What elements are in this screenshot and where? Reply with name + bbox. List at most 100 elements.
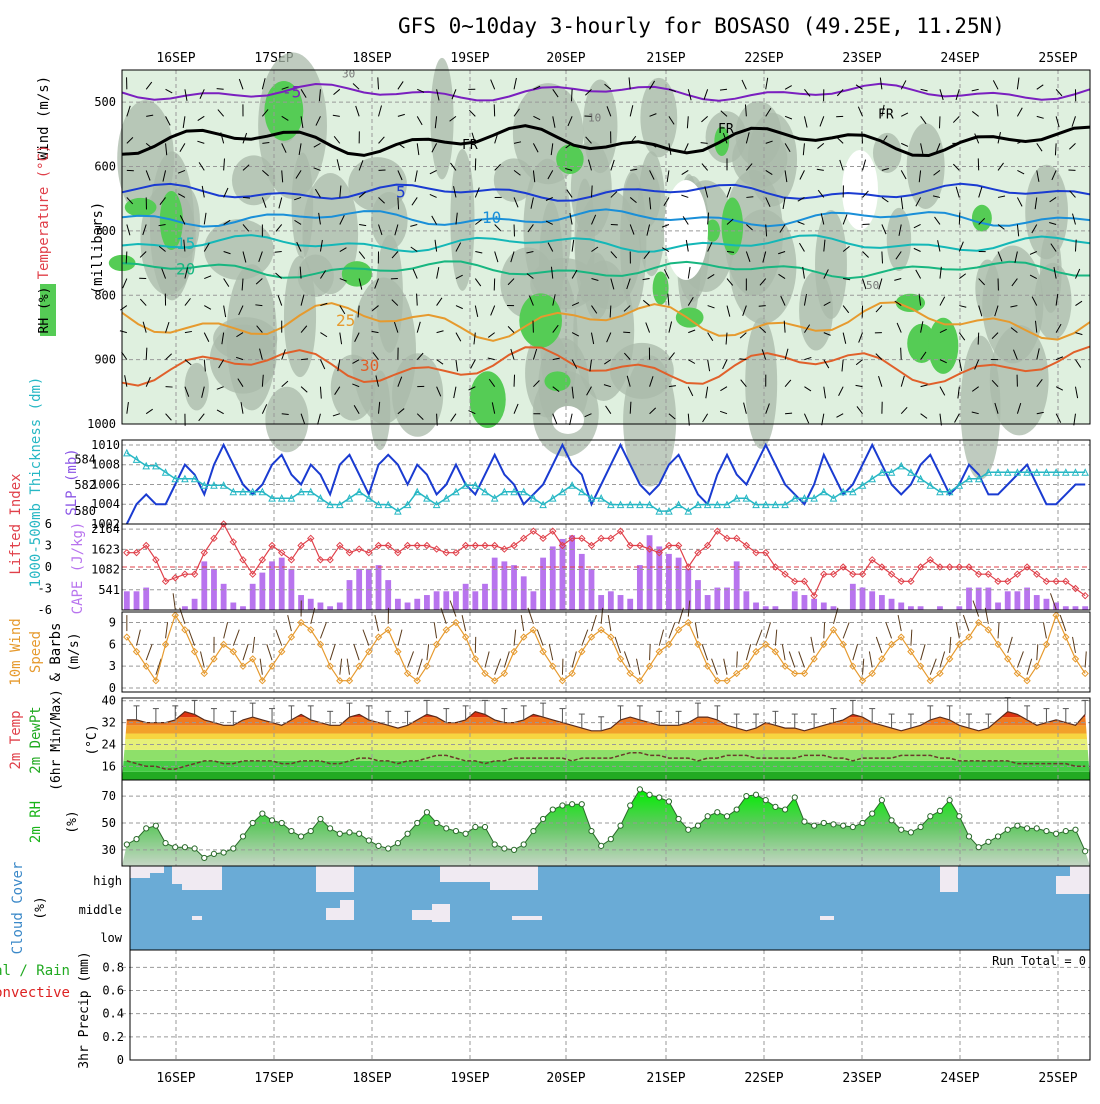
wind-barb	[862, 131, 863, 143]
cape-bar	[482, 584, 488, 610]
wind-barb	[863, 659, 864, 675]
cape-bar	[985, 588, 991, 610]
tick-label: 1000	[87, 417, 116, 431]
wind-barb	[146, 644, 152, 660]
cape-bar	[918, 606, 924, 610]
wind-barb	[137, 630, 141, 646]
axis-label: SLP (mb)	[64, 448, 80, 515]
cloud-clear-area	[192, 916, 202, 920]
cloud-clear-area	[182, 866, 222, 890]
rh-point	[841, 823, 846, 828]
wind-barb	[921, 644, 926, 660]
wind-barb	[408, 651, 414, 667]
cape-bar	[347, 580, 353, 610]
rh-point	[318, 816, 323, 821]
cape-bar	[1044, 599, 1050, 610]
precip-label-total: Total / Rain	[0, 963, 70, 979]
rh-point	[705, 814, 710, 819]
rh-point	[599, 843, 604, 848]
cape-bar	[540, 558, 546, 610]
wind-barb	[775, 630, 776, 646]
cape-bar	[724, 588, 730, 610]
cape-bar	[269, 561, 275, 610]
tick-label: 541	[98, 583, 120, 597]
wind-barb	[746, 644, 750, 660]
rh-point	[986, 839, 991, 844]
rh-point	[773, 804, 778, 809]
wind-barb	[659, 630, 663, 646]
rh-point	[957, 814, 962, 819]
rh-point	[134, 837, 139, 842]
bottom-date-label: 19SEP	[450, 1071, 489, 1086]
rh-grey-area	[815, 210, 847, 319]
rh-grey-area	[907, 123, 945, 209]
rh-point	[637, 787, 642, 792]
rh-point	[1044, 828, 1049, 833]
rh-grey-area	[745, 317, 777, 448]
wind-barb	[785, 413, 792, 414]
wind-barb	[756, 630, 762, 646]
rh-point	[899, 827, 904, 832]
rh-point	[289, 828, 294, 833]
rh-green-area	[342, 261, 372, 286]
cape-bar	[424, 595, 430, 610]
rh-point	[966, 834, 971, 839]
bottom-date-label: 22SEP	[744, 1071, 783, 1086]
rh-point	[860, 820, 865, 825]
rh-point	[792, 795, 797, 800]
cloud-clear-area	[130, 866, 150, 878]
rh-point	[908, 830, 913, 835]
rh-grey-area	[450, 149, 474, 291]
top-date-label: 16SEP	[156, 51, 195, 66]
wind-barb	[901, 348, 902, 360]
axis-label: & Barbs	[48, 622, 64, 681]
wind-barb	[978, 333, 979, 345]
wind-barb	[347, 659, 349, 675]
rh-point	[850, 824, 855, 829]
cape-bar	[259, 573, 265, 610]
cape-bar	[627, 599, 633, 610]
rh-contour-label: 50	[866, 279, 879, 292]
cape-bar	[879, 595, 885, 610]
bottom-date-label: 18SEP	[352, 1071, 391, 1086]
cape-bar	[869, 591, 875, 610]
rh-point	[211, 851, 216, 856]
cape-bar	[676, 558, 682, 610]
cloud-clear-area	[172, 866, 182, 884]
cape-bar	[405, 603, 411, 610]
tick-label: 0.2	[102, 1030, 124, 1044]
rh-point	[995, 834, 1000, 839]
top-date-label: 20SEP	[546, 51, 585, 66]
wind-barb	[608, 615, 611, 631]
cape-bar	[221, 584, 227, 610]
wind-barb	[759, 306, 766, 307]
panel-frame	[122, 440, 1090, 524]
wind-barb	[591, 615, 596, 631]
cape-bar	[463, 584, 469, 610]
freezing-level-label: FR	[718, 122, 734, 137]
cape-bar	[201, 561, 207, 610]
rh-point	[540, 816, 545, 821]
tick-label: 0	[45, 560, 52, 574]
wind-barb	[1008, 637, 1013, 653]
cloud-clear-area	[432, 904, 450, 922]
tick-label: 1623	[91, 542, 120, 556]
rh-green-area	[972, 205, 992, 232]
wind-barb	[869, 651, 872, 667]
axis-label: Speed	[28, 631, 44, 673]
axis-label: Lifted Index	[8, 473, 24, 574]
tick-label: -6	[38, 603, 52, 617]
rh-point	[695, 823, 700, 828]
wind-barb	[462, 615, 466, 631]
rh-point	[1034, 826, 1039, 831]
cape-bar	[569, 535, 575, 610]
wind-barb	[233, 630, 239, 646]
wind-barb	[963, 615, 969, 631]
temp-band	[122, 772, 1090, 780]
wind-barb	[650, 644, 651, 660]
cape-bar	[1034, 595, 1040, 610]
rh-dry-area	[842, 150, 878, 230]
cape-bar	[240, 606, 246, 610]
wind-barb	[876, 637, 882, 653]
